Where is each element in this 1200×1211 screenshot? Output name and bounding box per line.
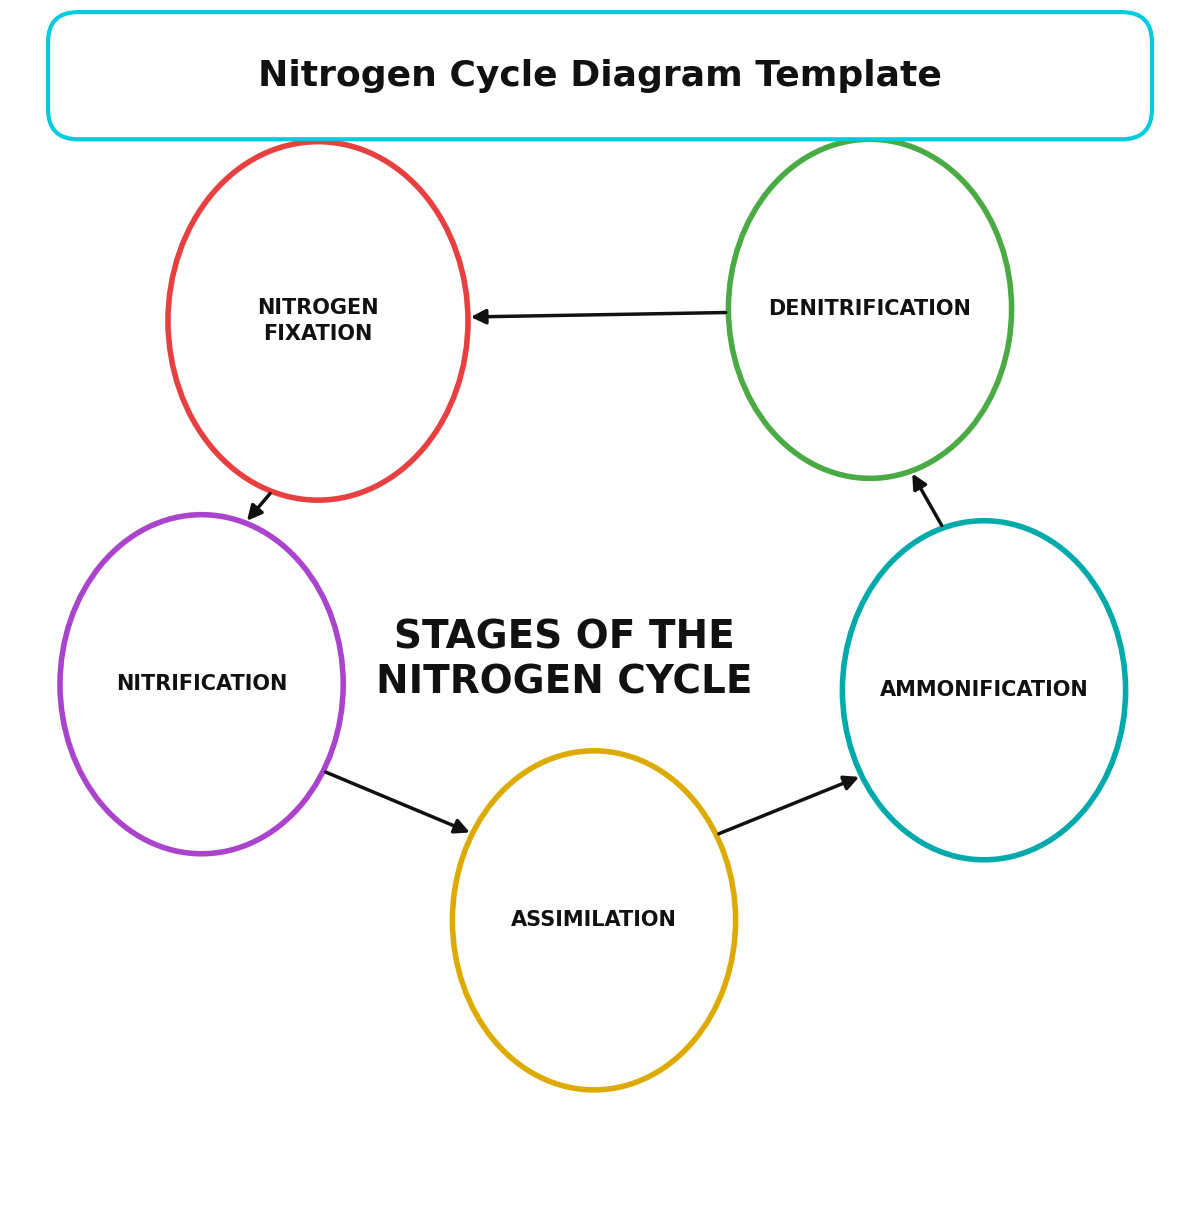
FancyBboxPatch shape (48, 12, 1152, 139)
Text: NITROGEN
FIXATION: NITROGEN FIXATION (257, 298, 379, 344)
Text: ASSIMILATION: ASSIMILATION (511, 911, 677, 930)
Text: NITRIFICATION: NITRIFICATION (116, 675, 287, 694)
Text: STAGES OF THE
NITROGEN CYCLE: STAGES OF THE NITROGEN CYCLE (376, 619, 752, 701)
Text: AMMONIFICATION: AMMONIFICATION (880, 681, 1088, 700)
Text: DENITRIFICATION: DENITRIFICATION (768, 299, 972, 318)
Text: Nitrogen Cycle Diagram Template: Nitrogen Cycle Diagram Template (258, 59, 942, 93)
